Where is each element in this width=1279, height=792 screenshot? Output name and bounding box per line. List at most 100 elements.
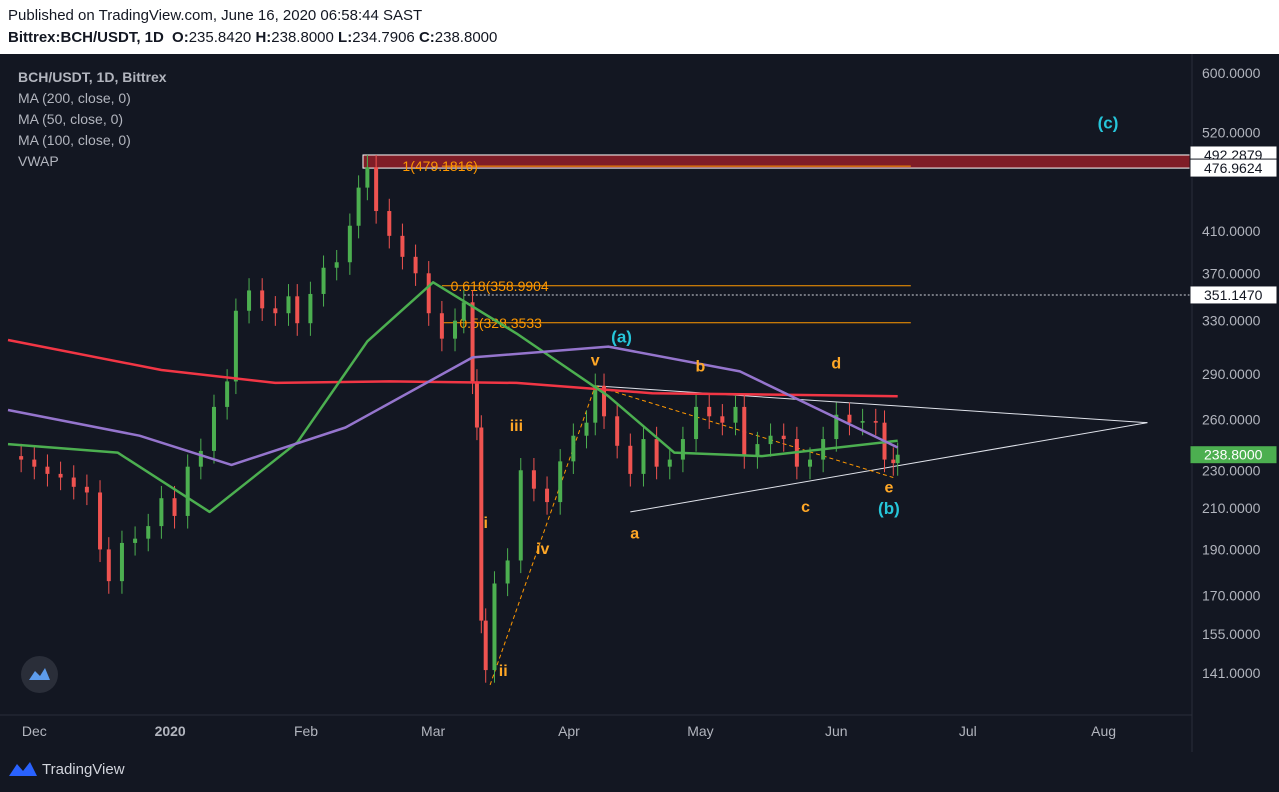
triangle-trendline[interactable] [630, 422, 1148, 513]
candle-body[interactable] [847, 414, 852, 423]
candle-body[interactable] [308, 293, 313, 324]
candle-body[interactable] [247, 290, 252, 311]
candle-body[interactable] [273, 308, 278, 314]
candle-body[interactable] [461, 302, 466, 321]
price-tick-label: 370.0000 [1202, 265, 1261, 281]
candle-body[interactable] [146, 526, 151, 539]
candle-body[interactable] [545, 488, 550, 503]
candle-body[interactable] [602, 385, 607, 417]
candle-body[interactable] [479, 427, 484, 621]
candle-body[interactable] [286, 296, 291, 314]
candle-body[interactable] [58, 473, 63, 478]
candle-body[interactable] [873, 421, 878, 423]
legend-ma100[interactable]: MA (100, close, 0) [18, 132, 131, 148]
candle-body[interactable] [628, 445, 633, 474]
candle-body[interactable] [225, 381, 230, 407]
candle-body[interactable] [374, 167, 379, 212]
candle-body[interactable] [185, 466, 190, 516]
ma200-line[interactable] [7, 338, 898, 398]
candle-body[interactable] [400, 235, 405, 257]
wave-label: ii [499, 663, 508, 680]
candle-body[interactable] [720, 416, 725, 423]
price-marker-label: 476.9624 [1204, 160, 1263, 176]
candle-body[interactable] [106, 549, 111, 582]
candle-body[interactable] [518, 470, 523, 561]
legend-ma200[interactable]: MA (200, close, 0) [18, 90, 131, 106]
time-tick-label: Apr [558, 723, 580, 739]
candle-body[interactable] [295, 296, 300, 324]
candle-body[interactable] [474, 381, 479, 428]
candle-body[interactable] [707, 406, 712, 417]
candle-body[interactable] [211, 406, 216, 451]
close-label: C: [418, 29, 435, 46]
candle-body[interactable] [733, 406, 738, 423]
candle-body[interactable] [233, 310, 238, 382]
candle-body[interactable] [755, 444, 760, 457]
candle-body[interactable] [198, 450, 203, 467]
candle-body[interactable] [558, 461, 563, 503]
candle-body[interactable] [387, 211, 392, 236]
fib-level-label: 1(479.1816) [402, 158, 478, 174]
wave-label: (c) [1098, 113, 1119, 132]
candle-body[interactable] [470, 302, 475, 382]
legend-vwap[interactable]: VWAP [18, 153, 59, 169]
chart-area[interactable] [0, 54, 1279, 752]
time-tick-label: Jul [959, 723, 977, 739]
candle-body[interactable] [680, 439, 685, 460]
candle-body[interactable] [860, 421, 865, 423]
candle-body[interactable] [768, 435, 773, 445]
candle-body[interactable] [694, 406, 699, 440]
candle-body[interactable] [781, 435, 786, 440]
candle-body[interactable] [641, 439, 646, 474]
candle-body[interactable] [84, 486, 89, 493]
candle-body[interactable] [834, 414, 839, 440]
candle-body[interactable] [19, 456, 24, 460]
candle-body[interactable] [334, 262, 339, 268]
candle-body[interactable] [347, 225, 352, 263]
candle-body[interactable] [808, 459, 813, 467]
candle-body[interactable] [667, 459, 672, 467]
candle-body[interactable] [98, 492, 103, 550]
candle-body[interactable] [593, 385, 598, 423]
candle-body[interactable] [483, 620, 488, 671]
candle-body[interactable] [571, 435, 576, 462]
candle-body[interactable] [356, 187, 361, 226]
candle-body[interactable] [260, 290, 265, 309]
candle-body[interactable] [119, 542, 124, 582]
candle-body[interactable] [742, 406, 747, 457]
open-label: O: [172, 29, 189, 46]
ma100-line[interactable] [7, 345, 899, 467]
candle-body[interactable] [413, 256, 418, 274]
time-tick-label: Feb [294, 723, 318, 739]
candle-body[interactable] [492, 583, 497, 671]
triangle-trendline[interactable] [595, 385, 1148, 424]
candle-body[interactable] [505, 560, 510, 584]
candle-body[interactable] [891, 459, 896, 464]
candle-body[interactable] [32, 459, 37, 467]
tradingview-logo[interactable]: TradingView [8, 760, 125, 778]
candle-body[interactable] [71, 477, 76, 487]
candle-body[interactable] [584, 422, 589, 436]
legend-ma50[interactable]: MA (50, close, 0) [18, 111, 124, 127]
candle-body[interactable] [426, 273, 431, 314]
chart-legend: BCH/USDT, 1D, Bittrex MA (200, close, 0)… [18, 67, 167, 172]
time-tick-label: May [687, 723, 713, 739]
candle-body[interactable] [133, 538, 138, 543]
candle-body[interactable] [453, 320, 458, 339]
ma50-line[interactable] [7, 281, 898, 514]
price-tick-label: 190.0000 [1202, 541, 1261, 557]
time-tick-label: Dec [22, 723, 47, 739]
candle-body[interactable] [654, 439, 659, 467]
candle-body[interactable] [615, 416, 620, 446]
candle-body[interactable] [439, 313, 444, 339]
candle-body[interactable] [321, 267, 326, 294]
candle-body[interactable] [159, 498, 164, 527]
candle-body[interactable] [172, 498, 177, 516]
candle-body[interactable] [895, 454, 900, 464]
wave-dashed-line[interactable] [489, 385, 596, 686]
candle-body[interactable] [531, 470, 536, 489]
tradingview-badge-icon[interactable] [21, 656, 58, 693]
candle-body[interactable] [45, 466, 50, 474]
candle-body[interactable] [365, 167, 370, 188]
